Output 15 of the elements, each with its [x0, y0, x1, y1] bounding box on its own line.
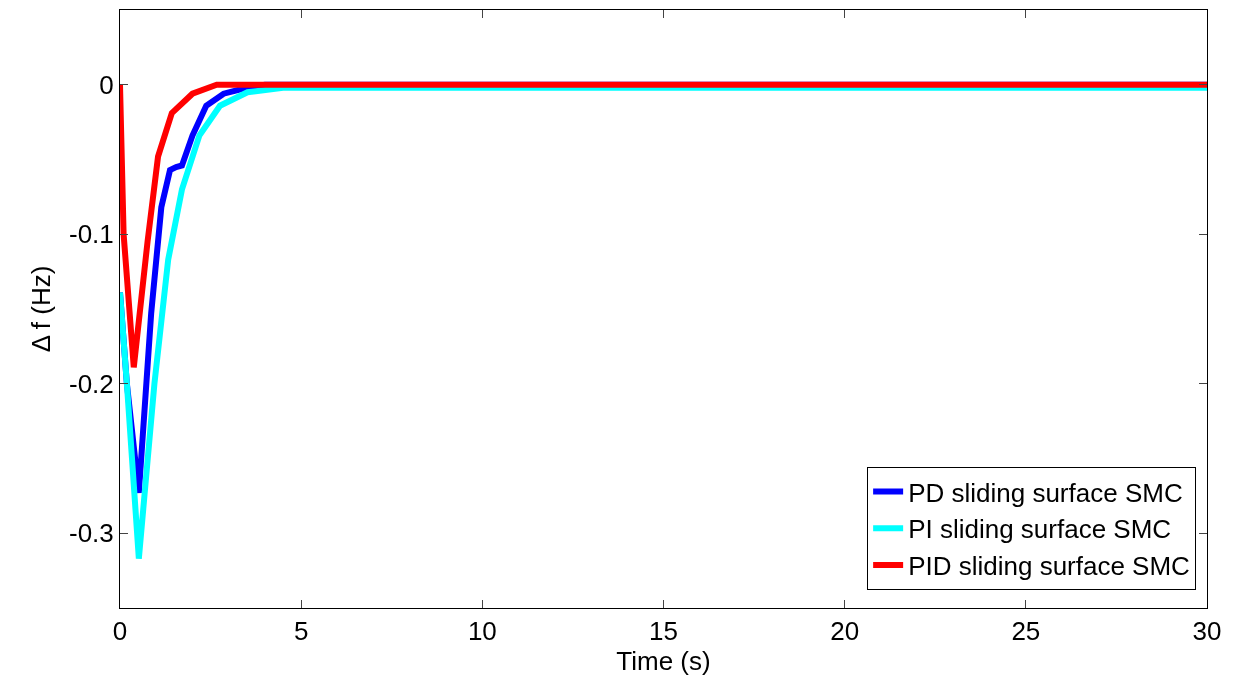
- y-tick-label: -0.3: [68, 518, 114, 549]
- y-tick-label: -0.1: [68, 219, 114, 250]
- legend-label: PID sliding surface SMC: [908, 551, 1190, 582]
- x-tick-label: 15: [649, 616, 678, 647]
- x-tick-label: 10: [467, 616, 497, 647]
- legend-label: PD sliding surface SMC: [908, 477, 1183, 508]
- x-tick-label: 25: [1011, 616, 1041, 647]
- x-tick-label: 30: [1192, 616, 1222, 647]
- legend-label: PI sliding surface SMC: [908, 514, 1172, 545]
- x-axis-title: Time (s): [616, 646, 711, 677]
- y-tick-label: 0: [99, 69, 114, 100]
- x-tick-label: 20: [830, 616, 860, 647]
- x-tick-label: 5: [293, 616, 309, 647]
- y-tick-label: -0.2: [68, 368, 114, 399]
- y-axis-title: Δ f (Hz): [26, 265, 57, 353]
